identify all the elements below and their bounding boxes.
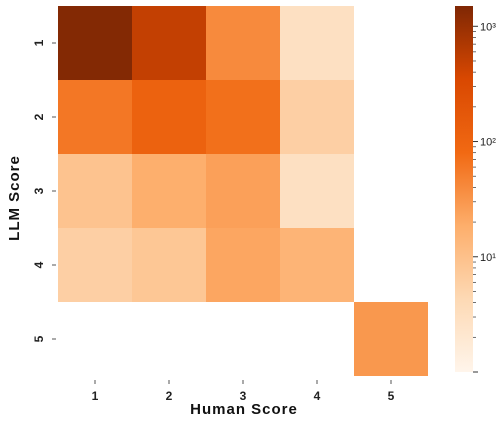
- colorbar-tick-label: 10²: [480, 137, 496, 149]
- heatmap-cell: [206, 6, 280, 80]
- y-tick-label: 3: [32, 187, 46, 194]
- x-tick-label: 3: [240, 389, 247, 403]
- heatmap-cells: [58, 6, 428, 376]
- x-axis-ticks: 1 2 3 4 5: [92, 380, 395, 403]
- x-tick-label: 2: [166, 389, 173, 403]
- y-tick-label: 2: [32, 113, 46, 120]
- y-tick-mark: [52, 116, 56, 118]
- x-tick-mark: [168, 380, 170, 384]
- heatmap-cell: [206, 80, 280, 154]
- heatmap-cell: [132, 228, 206, 302]
- heatmap-cell: [280, 6, 354, 80]
- heatmap-cell: [132, 80, 206, 154]
- heatmap-cell: [206, 154, 280, 228]
- heatmap-cell: [206, 228, 280, 302]
- colorbar-tick-label: 10¹: [480, 252, 496, 264]
- y-tick-label: 5: [32, 335, 46, 342]
- y-tick-label: 1: [32, 39, 46, 46]
- heatmap-cell: [280, 80, 354, 154]
- heatmap-cell: [132, 6, 206, 80]
- y-axis-ticks: 1 2 3 4 5: [32, 39, 56, 342]
- x-tick-label: 1: [92, 389, 99, 403]
- colorbar-gradient: [455, 6, 473, 372]
- x-tick-mark: [390, 380, 392, 384]
- colorbar-tick-label: 10³: [480, 21, 496, 33]
- y-tick-mark: [52, 42, 56, 44]
- heatmap-cell: [58, 6, 132, 80]
- heatmap-cell: [280, 228, 354, 302]
- heatmap-cell: [58, 228, 132, 302]
- heatmap-cell: [58, 154, 132, 228]
- x-tick-label: 5: [388, 389, 395, 403]
- y-tick-mark: [52, 264, 56, 266]
- x-axis-title: Human Score: [190, 401, 298, 418]
- y-axis-title: LLM Score: [6, 155, 23, 241]
- heatmap-cell: [58, 80, 132, 154]
- y-tick-mark: [52, 190, 56, 192]
- y-tick-label: 4: [32, 261, 46, 268]
- x-tick-mark: [242, 380, 244, 384]
- x-tick-mark: [316, 380, 318, 384]
- x-tick-label: 4: [314, 389, 321, 403]
- y-tick-mark: [52, 338, 56, 340]
- heatmap-cell: [354, 302, 428, 376]
- x-tick-mark: [94, 380, 96, 384]
- colorbar: 10¹ 10² 10³: [455, 6, 496, 373]
- colorbar-ticks: 10¹ 10² 10³: [473, 21, 496, 373]
- heatmap-cell: [132, 154, 206, 228]
- heatmap-cell: [280, 154, 354, 228]
